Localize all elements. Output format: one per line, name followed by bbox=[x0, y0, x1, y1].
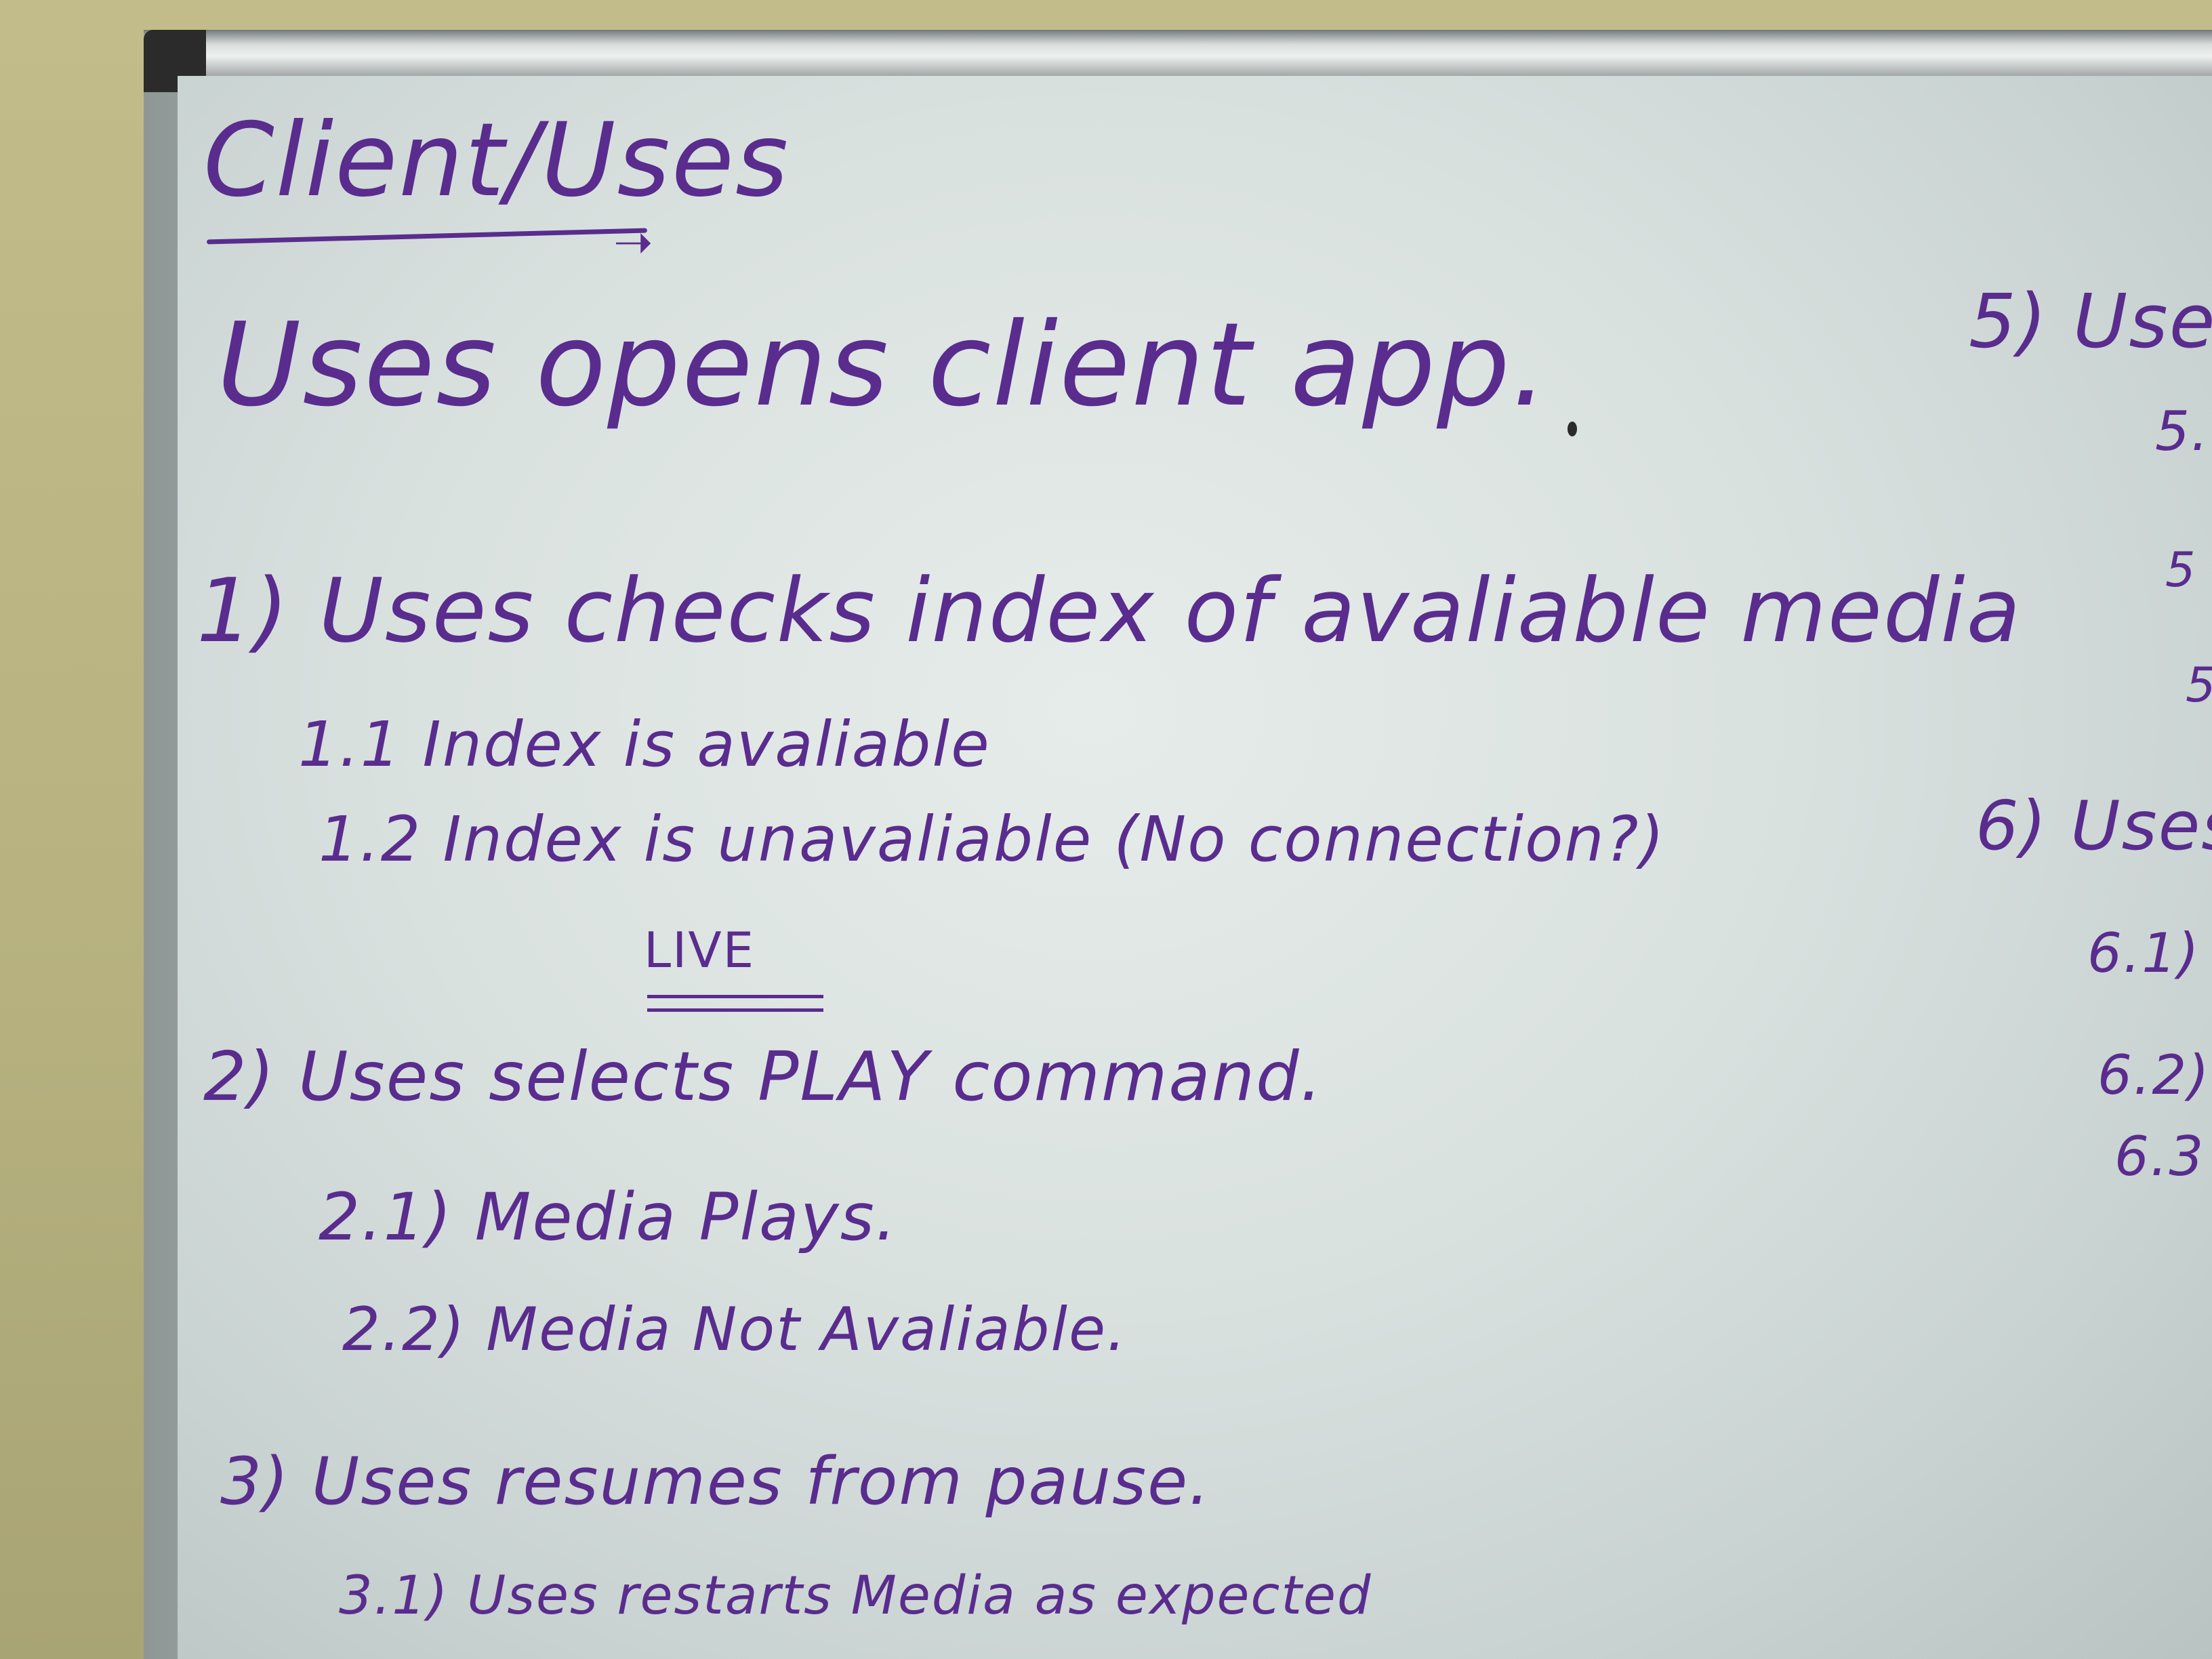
step-1-1: 1.1 Index is avaliable bbox=[298, 708, 991, 781]
step-1: 1) Uses checks index of avaliable media bbox=[197, 559, 2022, 662]
step-3: 3) Uses resumes from pause. bbox=[220, 1443, 1211, 1519]
step-1-2: 1.2 Index is unavaliable (No connection?… bbox=[319, 803, 1666, 876]
board-title: Client/Uses bbox=[203, 102, 790, 220]
ink-speck bbox=[1568, 422, 1577, 436]
step-6-2: 6.2) bbox=[2097, 1044, 2211, 1107]
step-2: 2) Uses selects PLAY command. bbox=[203, 1037, 1324, 1116]
whiteboard-frame-top-rail bbox=[144, 30, 2212, 77]
step-3-1: 3.1) Uses restarts Media as expected bbox=[339, 1565, 1372, 1626]
opening-line: Uses opens client app. bbox=[217, 298, 1550, 432]
step-2-2: 2.2) Media Not Avaliable. bbox=[342, 1294, 1128, 1364]
live-underline-bottom bbox=[647, 1008, 823, 1012]
step-5-b: 5 bbox=[2165, 542, 2197, 598]
step-6-1: 6.1) bbox=[2087, 922, 2200, 985]
whiteboard-surface bbox=[178, 76, 2212, 1659]
live-underline-top bbox=[647, 995, 823, 998]
step-5-a: 5. bbox=[2155, 400, 2210, 463]
live-label: LIVE bbox=[644, 922, 756, 979]
step-5: 5) Use bbox=[1969, 278, 2212, 365]
step-6: 6) Uses bbox=[1975, 786, 2212, 865]
step-5-c: 5 bbox=[2186, 657, 2212, 713]
step-6-3: 6.3 bbox=[2114, 1125, 2205, 1188]
title-arrow-icon: ➝ bbox=[613, 214, 653, 270]
step-2-1: 2.1) Media Plays. bbox=[319, 1179, 898, 1255]
